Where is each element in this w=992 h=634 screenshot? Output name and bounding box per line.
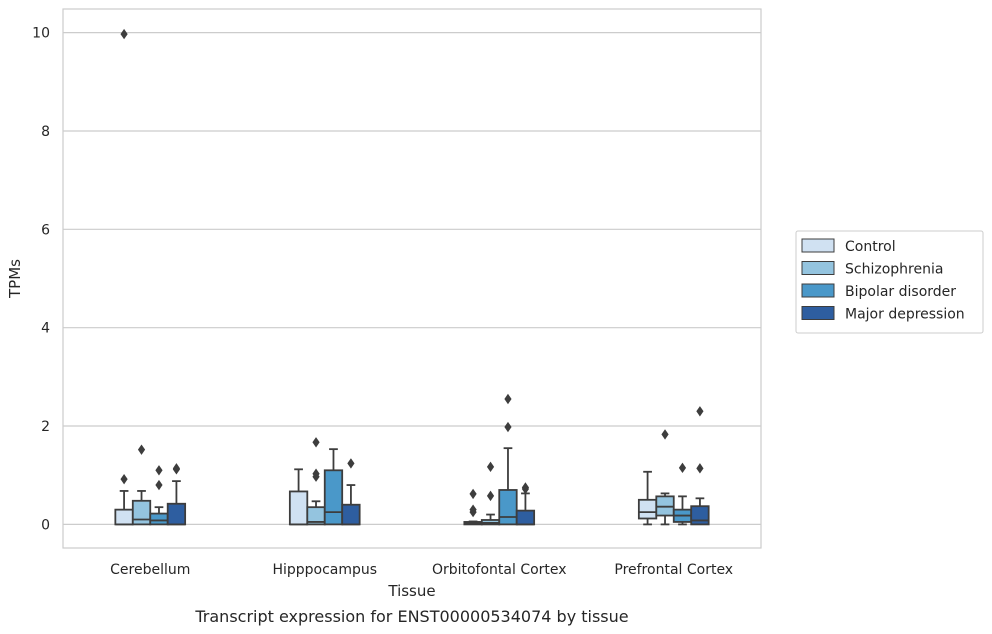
box-series bbox=[114, 28, 710, 526]
y-tick-label: 6 bbox=[41, 222, 50, 238]
box-schizophrenia bbox=[480, 461, 501, 526]
box-bipolar-disorder bbox=[498, 393, 518, 526]
outlier-point bbox=[486, 490, 495, 502]
legend-swatch bbox=[801, 238, 835, 253]
box-schizophrenia bbox=[131, 444, 152, 526]
legend-swatch bbox=[801, 283, 835, 298]
box-iqr bbox=[288, 490, 309, 526]
outlier-point bbox=[469, 488, 477, 500]
box-iqr bbox=[341, 503, 361, 526]
outlier-point bbox=[504, 421, 512, 433]
box-major-depression bbox=[690, 406, 710, 526]
y-tick-label: 8 bbox=[41, 124, 50, 140]
x-axis-label: Tissue bbox=[387, 582, 435, 600]
legend-entry: Bipolar disorder bbox=[845, 284, 956, 300]
box-schizophrenia bbox=[306, 437, 326, 526]
outlier-point bbox=[504, 393, 512, 405]
outlier-point bbox=[696, 463, 704, 474]
outlier-point bbox=[312, 437, 320, 448]
box-major-depression bbox=[515, 482, 536, 526]
box-iqr bbox=[323, 469, 344, 526]
x-tick-label: Orbitofontal Cortex bbox=[432, 562, 567, 578]
legend: Control Schizophrenia Bipolar disorder Majo… bbox=[795, 230, 984, 334]
outlier-point bbox=[172, 463, 181, 474]
legend-entry: Major depression bbox=[845, 307, 965, 323]
box-iqr bbox=[515, 509, 536, 526]
box-bipolar-disorder bbox=[672, 462, 693, 526]
y-axis-label: TPMs bbox=[6, 259, 24, 299]
outlier-point bbox=[347, 458, 355, 469]
outlier-point bbox=[469, 504, 477, 515]
box-major-depression bbox=[166, 463, 187, 526]
box-iqr bbox=[498, 489, 518, 526]
box-iqr bbox=[637, 498, 658, 520]
outlier-point bbox=[696, 406, 704, 417]
legend-entry: Schizophrenia bbox=[845, 262, 943, 278]
x-tick-label: Prefrontal Cortex bbox=[614, 562, 733, 578]
box-control bbox=[114, 473, 134, 526]
box-iqr bbox=[114, 508, 134, 526]
x-tick-label: Hipppocampus bbox=[272, 562, 377, 578]
y-axis-ticks: 0 2 4 6 8 10 bbox=[32, 26, 50, 534]
y-tick-label: 4 bbox=[41, 321, 50, 337]
outlier-point bbox=[312, 468, 320, 479]
x-axis-ticks: Cerebellum Hipppocampus Orbitofontal Corte… bbox=[110, 562, 733, 578]
legend-entry: Control bbox=[845, 239, 896, 255]
gridlines bbox=[63, 32, 761, 525]
box-iqr bbox=[690, 505, 710, 526]
outlier-point bbox=[120, 28, 128, 40]
outlier-point bbox=[155, 479, 163, 491]
outlier-point bbox=[120, 473, 128, 485]
plot-frame bbox=[62, 8, 762, 549]
legend-frame bbox=[795, 230, 984, 334]
box-iqr bbox=[131, 499, 152, 526]
y-tick-label: 2 bbox=[41, 419, 50, 435]
box-schizophrenia bbox=[655, 429, 675, 526]
outlier-point bbox=[521, 482, 530, 493]
y-tick-label: 10 bbox=[32, 26, 50, 42]
x-tick-label: Cerebellum bbox=[110, 562, 190, 578]
box-control bbox=[637, 470, 658, 526]
legend-swatch bbox=[801, 261, 835, 275]
box-bipolar-disorder bbox=[323, 448, 344, 526]
box-major-depression bbox=[341, 458, 361, 526]
legend-swatch bbox=[801, 306, 835, 320]
chart-caption: Transcript expression for ENST0000053407… bbox=[194, 607, 628, 626]
outlier-point bbox=[678, 462, 687, 474]
outlier-point bbox=[155, 465, 163, 476]
box-bipolar-disorder bbox=[149, 465, 169, 526]
outlier-point bbox=[137, 444, 146, 455]
outlier-point bbox=[486, 461, 495, 473]
y-tick-label: 0 bbox=[41, 517, 50, 533]
box-iqr bbox=[166, 502, 187, 526]
outlier-point bbox=[661, 429, 669, 440]
box-iqr bbox=[149, 512, 169, 526]
box-control bbox=[288, 468, 309, 526]
box-control bbox=[463, 488, 483, 526]
